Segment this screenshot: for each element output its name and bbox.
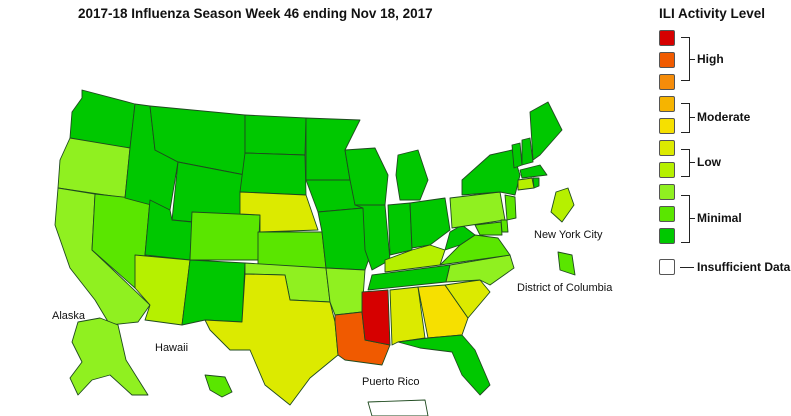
legend-swatch-level-6 bbox=[659, 118, 675, 134]
label-puerto-rico: Puerto Rico bbox=[362, 376, 420, 388]
label-new-york-city: New York City bbox=[534, 229, 603, 241]
state-MD[interactable] bbox=[474, 221, 503, 236]
state-AK[interactable] bbox=[69, 317, 149, 396]
legend-swatch-level-8 bbox=[659, 74, 675, 90]
state-SC[interactable] bbox=[444, 279, 491, 319]
state-NM[interactable] bbox=[181, 259, 246, 326]
legend-swatch-level-9 bbox=[659, 52, 675, 68]
state-NY[interactable] bbox=[461, 149, 521, 196]
legend-swatch-level-4 bbox=[659, 162, 675, 178]
us-map bbox=[54, 89, 576, 416]
legend-label-insufficient: Insufficient Data bbox=[697, 260, 791, 274]
state-TX[interactable] bbox=[204, 273, 339, 406]
legend-swatch-level-1 bbox=[659, 228, 675, 244]
legend-title: ILI Activity Level bbox=[659, 6, 766, 21]
legend-bracket-low bbox=[681, 149, 690, 177]
state-OH[interactable] bbox=[409, 197, 451, 249]
legend-swatch-level-2 bbox=[659, 206, 675, 222]
legend-swatch-level-7 bbox=[659, 96, 675, 112]
state-MI[interactable] bbox=[395, 149, 429, 201]
legend-swatch-level-10 bbox=[659, 30, 675, 46]
state-NJ[interactable] bbox=[504, 194, 517, 221]
state-PR[interactable] bbox=[367, 399, 429, 416]
label-hawaii: Hawaii bbox=[155, 342, 189, 354]
state-CT[interactable] bbox=[517, 177, 535, 191]
region-DC[interactable] bbox=[557, 251, 576, 276]
state-NH[interactable] bbox=[521, 137, 534, 166]
state-NC[interactable] bbox=[445, 254, 515, 286]
legend-label-moderate: Moderate bbox=[697, 110, 751, 124]
legend-label-high: High bbox=[697, 52, 724, 66]
state-ND[interactable] bbox=[244, 114, 307, 156]
state-RI[interactable] bbox=[532, 177, 540, 189]
label-alaska: Alaska bbox=[52, 310, 86, 322]
state-FL[interactable] bbox=[397, 334, 491, 396]
state-IN[interactable] bbox=[387, 202, 413, 256]
legend-bracket-moderate bbox=[681, 103, 690, 133]
state-MA[interactable] bbox=[519, 164, 548, 179]
state-AR[interactable] bbox=[325, 267, 366, 316]
state-CO[interactable] bbox=[189, 211, 261, 261]
legend-swatch-level-5 bbox=[659, 140, 675, 156]
label-district-of-columbia: District of Columbia bbox=[517, 282, 613, 294]
state-MS[interactable] bbox=[361, 289, 391, 346]
state-IL[interactable] bbox=[354, 204, 391, 271]
state-OR[interactable] bbox=[57, 137, 131, 199]
state-ME[interactable] bbox=[529, 101, 563, 161]
legend-label-minimal: Minimal bbox=[697, 211, 742, 225]
legend-swatch-level-3 bbox=[659, 184, 675, 200]
state-WV[interactable] bbox=[444, 224, 476, 251]
legend-swatch-level-0 bbox=[659, 259, 675, 275]
state-SD[interactable] bbox=[239, 152, 307, 196]
map-title: 2017-18 Influenza Season Week 46 ending … bbox=[78, 6, 433, 21]
state-KS[interactable] bbox=[257, 231, 327, 269]
state-VT[interactable] bbox=[511, 142, 523, 169]
legend-label-low: Low bbox=[697, 155, 721, 169]
region-NYC[interactable] bbox=[550, 187, 575, 223]
state-GA[interactable] bbox=[417, 284, 469, 339]
state-VA[interactable] bbox=[439, 234, 511, 266]
state-HI[interactable] bbox=[204, 374, 233, 398]
legend-bracket-minimal bbox=[681, 195, 690, 243]
